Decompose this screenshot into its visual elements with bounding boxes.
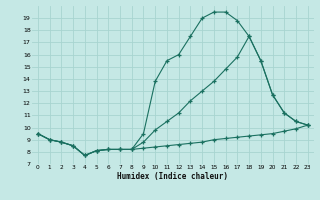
X-axis label: Humidex (Indice chaleur): Humidex (Indice chaleur)	[117, 172, 228, 181]
